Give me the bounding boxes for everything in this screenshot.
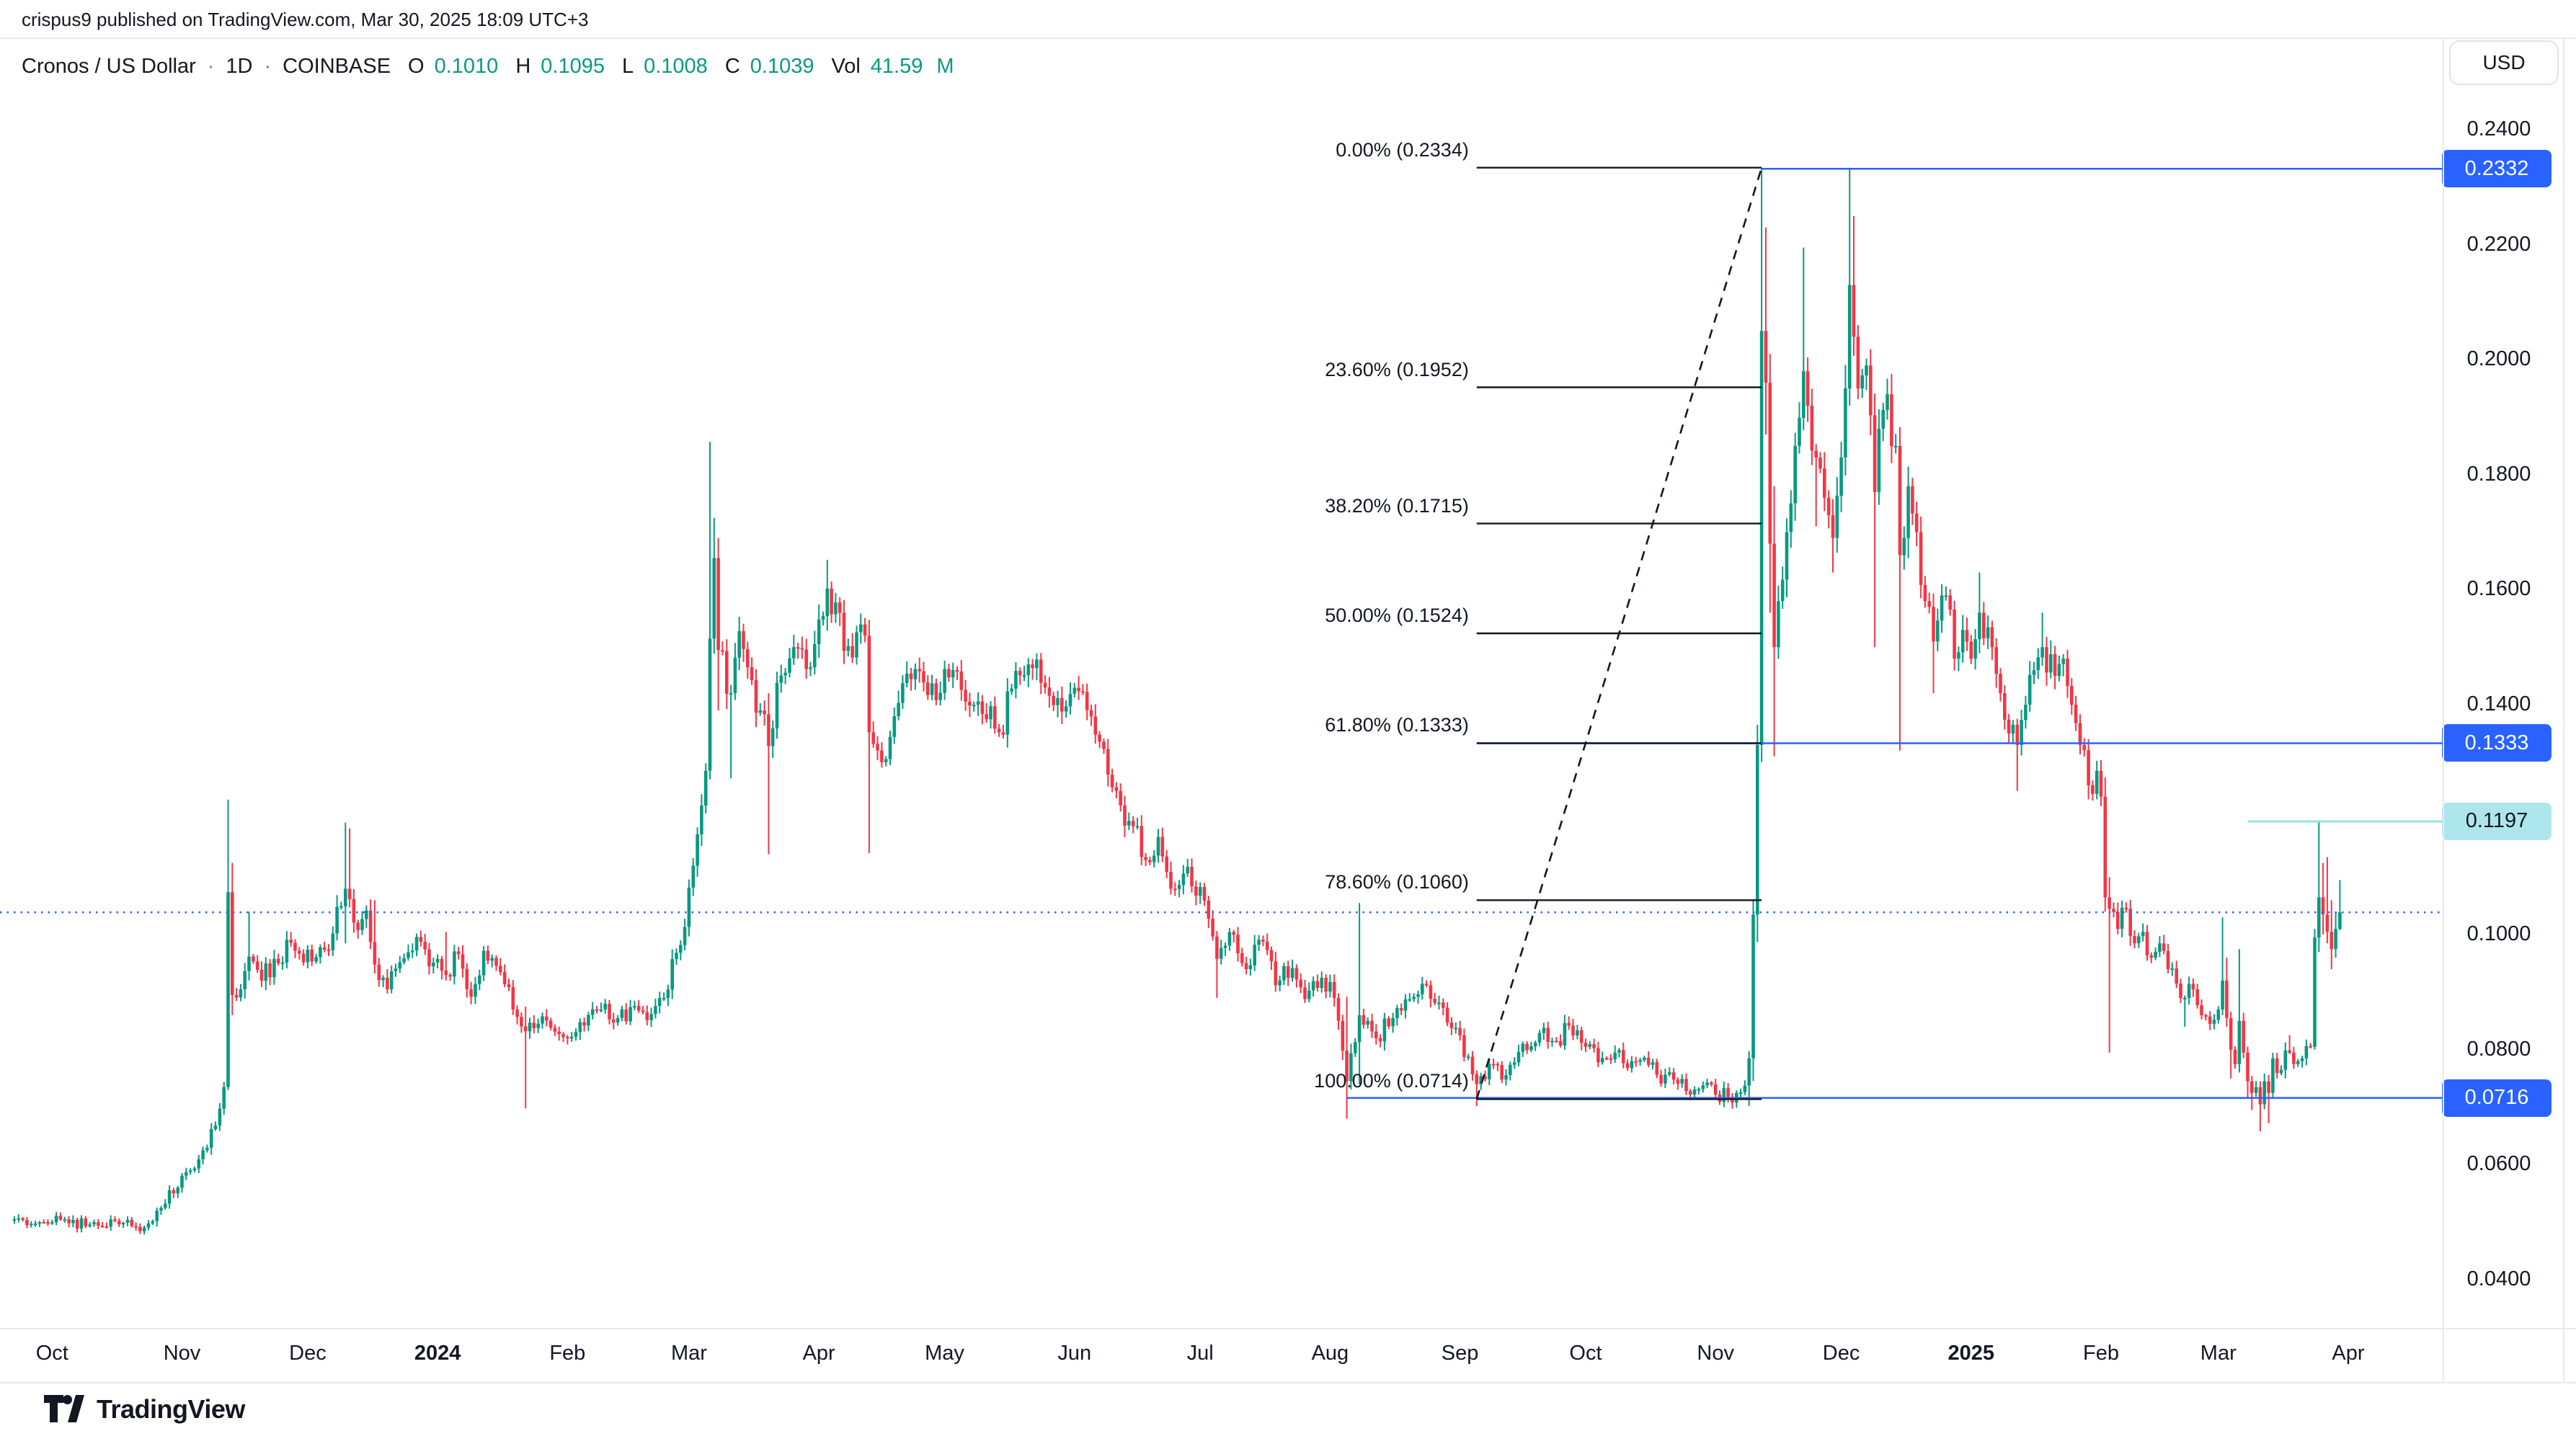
time-axis-label: Dec (289, 1342, 327, 1365)
right-edge-border (2563, 37, 2564, 1382)
price-axis[interactable] (2443, 37, 2576, 1328)
price-tick-label: 0.0400 (2466, 1267, 2531, 1290)
fib-trend-dashed-line (1475, 167, 1763, 1100)
time-axis-label: 2024 (414, 1342, 461, 1365)
price-tick-label: 0.1000 (2466, 922, 2531, 946)
price-tick-label: 0.0600 (2466, 1152, 2531, 1176)
header-divider (0, 37, 2576, 39)
time-axis-border (0, 1328, 2576, 1329)
time-axis-label: Sep (1441, 1342, 1479, 1365)
legend-separator: · (264, 55, 272, 78)
price-tick-label: 0.1800 (2466, 462, 2531, 486)
tradingview-logo[interactable]: TradingView (43, 1394, 245, 1425)
time-axis-label: 2025 (1947, 1342, 1995, 1365)
currency-toggle-button[interactable]: USD (2449, 40, 2559, 85)
time-axis-label: May (925, 1342, 964, 1365)
open-label: O (408, 55, 425, 78)
price-axis-border (2443, 37, 2444, 1382)
interval-label: 1D (226, 55, 253, 78)
price-tick-label: 0.2400 (2466, 117, 2531, 141)
low-label: L (621, 55, 634, 78)
time-axis-label: Feb (2083, 1342, 2119, 1365)
drawings-layer (0, 166, 2443, 1100)
tradingview-logo-text: TradingView (97, 1394, 245, 1424)
open-value: 0.1010 (434, 55, 499, 78)
fib-level-label: 100.00% (0.0714) (1314, 1070, 1469, 1092)
price-badge: 0.0716 (2442, 1079, 2551, 1117)
fib-level-label: 50.00% (0.1524) (1325, 605, 1469, 627)
price-tick-label: 0.0800 (2466, 1037, 2531, 1061)
fib-level-label: 23.60% (0.1952) (1325, 358, 1469, 380)
time-axis-label: Apr (2332, 1342, 2365, 1365)
tradingview-logo-icon (44, 1395, 84, 1422)
time-axis-label: Aug (1311, 1342, 1349, 1365)
time-axis-label: Dec (1822, 1342, 1860, 1365)
close-label: C (724, 55, 740, 78)
price-tick-label: 0.2200 (2466, 232, 2531, 256)
low-value: 0.1008 (644, 55, 708, 78)
time-axis-label: Mar (670, 1342, 707, 1365)
volume-value: 41.59 (870, 55, 923, 78)
time-axis-label: Oct (35, 1342, 68, 1365)
fib-level-label: 0.00% (0.2334) (1336, 138, 1469, 161)
candles-layer (12, 167, 2342, 1235)
symbol-name: Cronos / US Dollar (22, 55, 196, 78)
volume-unit: M (936, 55, 954, 78)
time-axis-label: Mar (2200, 1342, 2237, 1365)
legend-separator: · (207, 55, 215, 78)
time-axis-label: Apr (802, 1342, 835, 1365)
high-label: H (515, 55, 531, 78)
time-axis-label: Jun (1057, 1342, 1092, 1365)
time-axis-label: Nov (1697, 1342, 1734, 1365)
time-axis-label: Feb (549, 1342, 586, 1365)
close-value: 0.1039 (750, 55, 814, 78)
price-tick-label: 0.1400 (2466, 692, 2531, 716)
symbol-legend: Cronos / US Dollar · 1D · COINBASE O 0.10… (22, 55, 954, 79)
time-axis-label: Nov (163, 1342, 201, 1365)
exchange-label: COINBASE (283, 55, 391, 78)
time-axis-label: Oct (1569, 1342, 1602, 1365)
published-byline: crispus9 published on TradingView.com, M… (22, 9, 589, 30)
price-badge: 0.1197 (2442, 802, 2551, 840)
footer-divider (0, 1382, 2576, 1383)
high-value: 0.1095 (541, 55, 605, 78)
fib-level-label: 38.20% (0.1715) (1325, 494, 1469, 517)
volume-label: Vol (831, 55, 861, 78)
price-badge: 0.1333 (2442, 724, 2551, 762)
price-tick-label: 0.1600 (2466, 577, 2531, 601)
price-badge: 0.2332 (2442, 150, 2551, 188)
price-tick-label: 0.2000 (2466, 347, 2531, 371)
fib-level-label: 78.60% (0.1060) (1325, 871, 1469, 893)
fib-level-label: 61.80% (0.1333) (1325, 714, 1469, 736)
time-axis-label: Jul (1186, 1342, 1214, 1365)
